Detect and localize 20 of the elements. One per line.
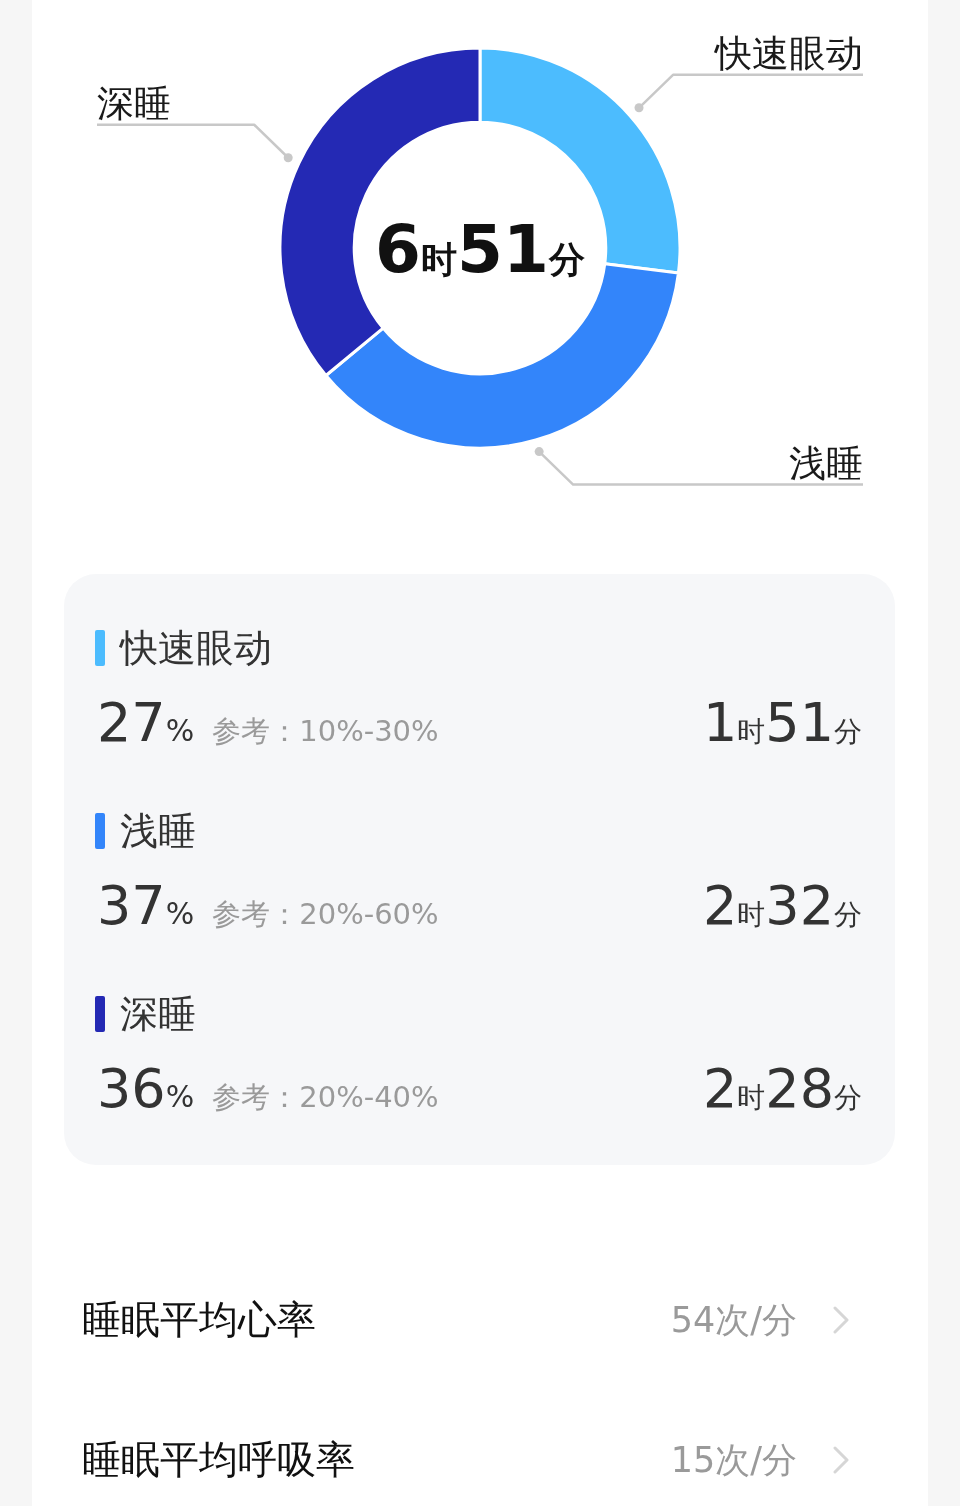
- text: 参考：20%-60%: [212, 897, 439, 931]
- text: 54次/分: [670, 1298, 797, 1342]
- text: 2时28分: [702, 1057, 862, 1120]
- text: 2时32分: [702, 874, 862, 937]
- legend-label: 快速眼动: [120, 624, 272, 672]
- data-label: 37%: [97, 874, 195, 937]
- slice-label: 快速眼动: [713, 31, 863, 75]
- text: 睡眠平均心率: [82, 1296, 316, 1344]
- slice-label: 深睡: [97, 81, 171, 125]
- text: 1时51分: [702, 691, 862, 754]
- text: 参考：20%-40%: [212, 1080, 439, 1114]
- data-label: 36%: [97, 1057, 195, 1120]
- data-label: 27%: [97, 691, 195, 754]
- text: 15次/分: [670, 1438, 797, 1482]
- text: 参考：10%-30%: [212, 714, 439, 748]
- text: 6时51分: [375, 211, 585, 288]
- text: 睡眠平均呼吸率: [82, 1436, 355, 1484]
- legend-label: 深睡: [120, 990, 196, 1038]
- legend-label: 浅睡: [120, 807, 196, 855]
- slice-label: 浅睡: [789, 441, 863, 485]
